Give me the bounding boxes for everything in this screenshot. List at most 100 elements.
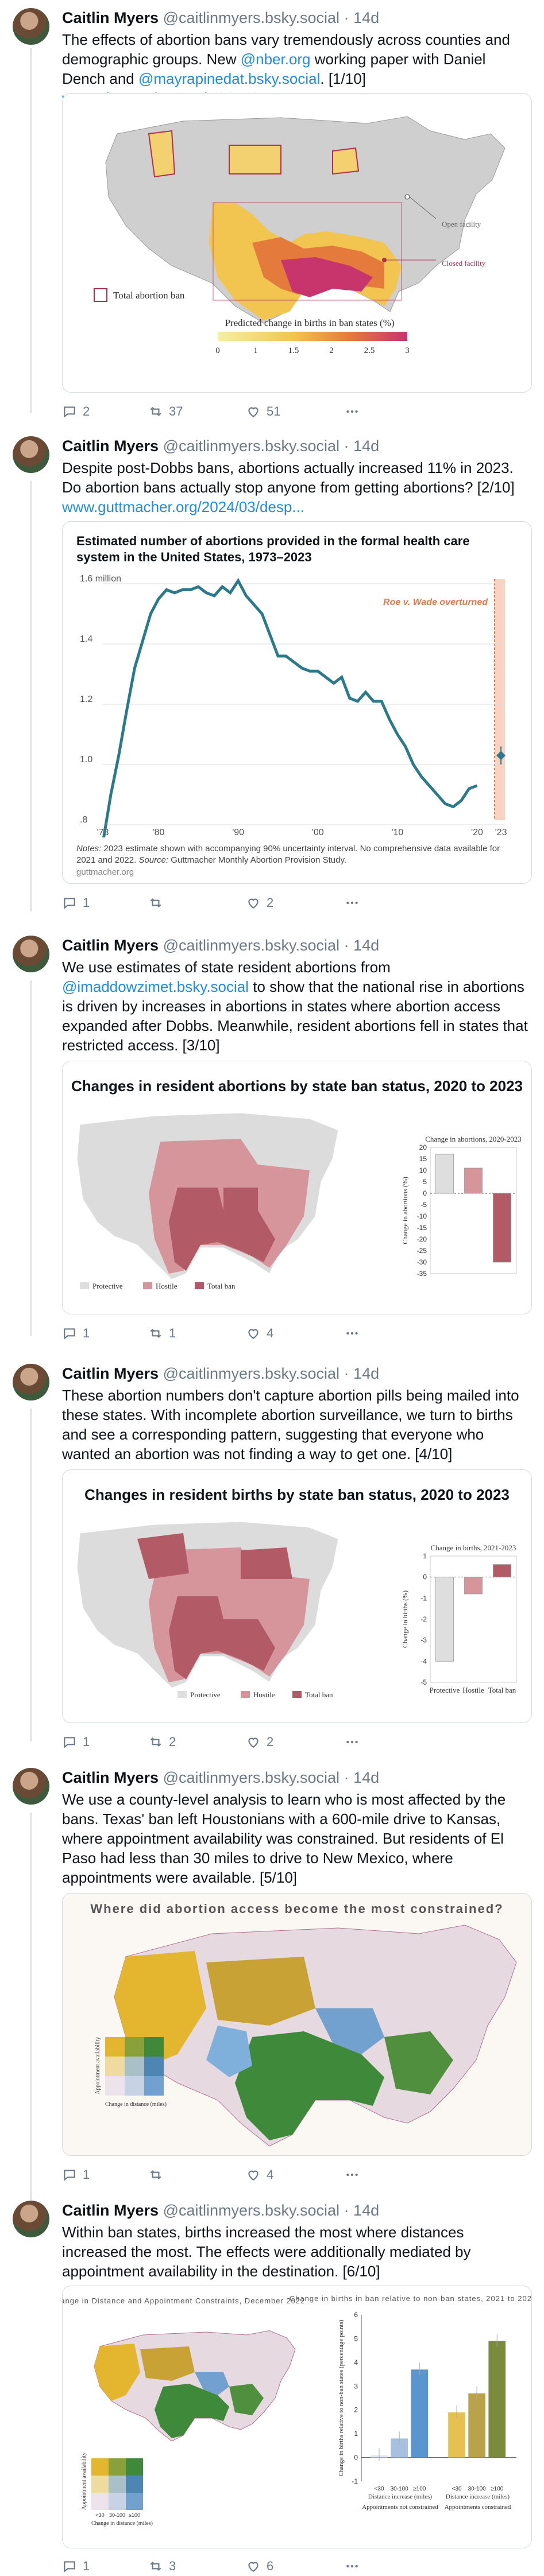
heart-icon [248, 1329, 259, 1339]
avatar[interactable] [13, 1364, 49, 1400]
post-time[interactable]: 14d [353, 2202, 380, 2219]
roe-annotation: Roe v. Wade overturned [383, 598, 488, 607]
like-button[interactable]: 2 [246, 895, 273, 910]
external-link[interactable]: www.guttmacher.org/2024/03/desp... [62, 498, 305, 515]
author-handle[interactable]: @caitlinmyers.bsky.social [163, 9, 340, 26]
post-actions: 1 1 4 [62, 1326, 531, 1343]
image-embed[interactable]: Where did abortion access become the mos… [62, 1893, 532, 2156]
mention-link[interactable]: @nber.org [240, 51, 311, 68]
legend-hostile: Hostile [156, 1282, 178, 1290]
repost-button[interactable]: 37 [148, 404, 183, 419]
x-tick-label: '80 [153, 828, 165, 837]
heart-icon [248, 898, 259, 909]
reply-button[interactable]: 2 [62, 404, 90, 419]
author-name[interactable]: Caitlin Myers [62, 437, 159, 455]
author-handle[interactable]: @caitlinmyers.bsky.social [163, 1769, 340, 1786]
like-button[interactable]: 2 [246, 1735, 273, 1749]
more-icon [346, 1740, 358, 1744]
bivariate-legend: Appointment availability <30 30-100 ≥100… [81, 2453, 153, 2527]
author-name[interactable]: Caitlin Myers [62, 9, 159, 26]
post-5[interactable]: Caitlin Myers @caitlinmyers.bsky.social … [0, 1768, 544, 2187]
like-button[interactable]: 51 [246, 404, 280, 419]
reply-button[interactable]: 1 [62, 1326, 90, 1341]
author-name[interactable]: Caitlin Myers [62, 937, 159, 954]
post-time[interactable]: 14d [353, 437, 380, 455]
x-sub-tick: 30-100 [391, 2486, 409, 2492]
image-embed[interactable]: Change in Distance and Appointment Const… [62, 2286, 532, 2548]
author-name[interactable]: Caitlin Myers [62, 1365, 159, 1382]
author-handle[interactable]: @caitlinmyers.bsky.social [163, 937, 340, 954]
more-button[interactable] [345, 2167, 360, 2182]
y-axis-label: Change in births relative to non-ban sta… [338, 2319, 345, 2476]
post-time[interactable]: 14d [353, 1365, 380, 1382]
post-text: Despite post-Dobbs bans, abortions actua… [62, 459, 515, 515]
post-actions: 1 2 2 [62, 1735, 531, 1752]
bar-hostile [464, 1167, 483, 1194]
chart-notes: Notes: 2023 estimate shown with accompan… [76, 844, 500, 865]
more-button[interactable] [345, 1326, 360, 1341]
map-figure: Open facility Closed facility Total abor… [94, 116, 506, 355]
reply-button[interactable]: 1 [62, 895, 90, 910]
post-time[interactable]: 14d [353, 9, 380, 26]
more-button[interactable] [345, 1735, 360, 1749]
map-title: Change in Distance and Appointment Const… [63, 2296, 305, 2305]
more-button[interactable] [345, 895, 360, 910]
reply-icon [64, 898, 75, 909]
author-name[interactable]: Caitlin Myers [62, 2202, 159, 2219]
post-text: These abortion numbers don't capture abo… [62, 1387, 519, 1462]
scale-title: Predicted change in births in ban states… [225, 317, 394, 328]
author-name[interactable]: Caitlin Myers [62, 1769, 159, 1786]
chart-subtitle: Change in abortions, 2020-2023 [425, 1135, 522, 1143]
avatar[interactable] [13, 436, 49, 473]
author-handle[interactable]: @caitlinmyers.bsky.social [163, 2202, 340, 2219]
reply-button[interactable]: 1 [62, 2559, 90, 2574]
y-axis-label: Change in abortions (%) [401, 1177, 409, 1244]
mention-link[interactable]: @imaddowzimet.bsky.social [62, 978, 249, 995]
x-sub-tick: <30 [452, 2486, 462, 2492]
repost-button[interactable] [148, 2167, 169, 2182]
repost-button[interactable]: 2 [148, 1735, 176, 1749]
y-tick-label: -10 [417, 1212, 427, 1220]
reply-button[interactable]: 1 [62, 2167, 90, 2182]
legend-ban-box [94, 288, 107, 302]
reply-icon [64, 1328, 75, 1340]
resident-abortions-figure: Protective Hostile Total ban Change in a… [76, 1112, 522, 1290]
image-embed[interactable]: Open facility Closed facility Total abor… [62, 93, 532, 393]
image-embed[interactable]: Changes in resident abortions by state b… [62, 1061, 532, 1314]
reply-button[interactable]: 1 [62, 1735, 90, 1749]
post-4[interactable]: Caitlin Myers @caitlinmyers.bsky.social … [0, 1364, 544, 1754]
legend-ban-label: Total abortion ban [113, 290, 185, 301]
heart-icon [248, 1737, 259, 1748]
post-2[interactable]: Caitlin Myers @caitlinmyers.bsky.social … [0, 436, 544, 913]
image-embed[interactable]: Changes in resident births by state ban … [62, 1469, 532, 1723]
repost-button[interactable]: 1 [148, 1326, 176, 1341]
post-3[interactable]: Caitlin Myers @caitlinmyers.bsky.social … [0, 936, 544, 1349]
avatar[interactable] [13, 1768, 49, 1805]
post-1[interactable]: Caitlin Myers @caitlinmyers.bsky.social … [0, 8, 544, 433]
post-header: Caitlin Myers @caitlinmyers.bsky.social … [62, 2202, 380, 2219]
post-6[interactable]: Caitlin Myers @caitlinmyers.bsky.social … [0, 2201, 544, 2576]
y-tick-label: 5 [423, 1178, 427, 1186]
avatar[interactable] [13, 936, 49, 972]
author-handle[interactable]: @caitlinmyers.bsky.social [163, 1365, 340, 1382]
like-button[interactable]: 4 [246, 1326, 273, 1341]
ban-state-outline [229, 145, 281, 174]
more-button[interactable] [345, 404, 360, 419]
mention-link[interactable]: @mayrapinedat.bsky.social [138, 70, 321, 87]
post-time[interactable]: 14d [353, 1769, 380, 1786]
bivariate-legend: Appointment availability Change in dista… [95, 2037, 167, 2108]
x-sub-tick: ≥100 [491, 2486, 504, 2492]
post-time[interactable]: 14d [353, 937, 380, 954]
more-button[interactable] [345, 2559, 360, 2574]
repost-button[interactable] [148, 895, 169, 910]
chart-title: Change in births in ban relative to non-… [290, 2294, 531, 2303]
repost-button[interactable]: 3 [148, 2559, 176, 2574]
avatar[interactable] [13, 2201, 49, 2237]
legend-x-label: Change in distance (miles) [105, 2101, 167, 2108]
author-handle[interactable]: @caitlinmyers.bsky.social [163, 437, 340, 455]
like-button[interactable]: 6 [246, 2559, 273, 2574]
like-button[interactable]: 4 [246, 2167, 273, 2182]
avatar[interactable] [13, 8, 49, 45]
image-embed[interactable]: Estimated number of abortions provided i… [62, 521, 532, 884]
legend-protective: Protective [92, 1282, 123, 1290]
